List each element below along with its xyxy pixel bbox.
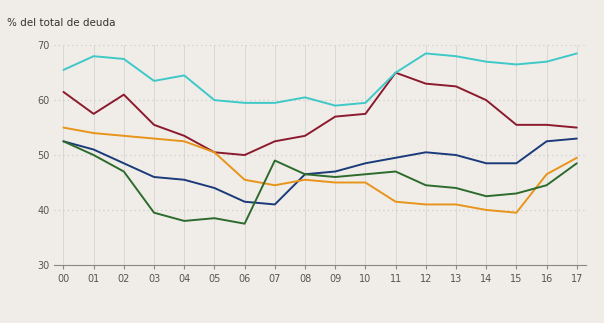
ALEMANIA [150,137,158,141]
ÁREA DEL EURO [392,156,399,160]
IT [332,104,339,108]
FRANCIA [271,159,278,162]
Line: IT: IT [63,53,577,106]
FRANCIA [211,216,218,220]
ESPAÑA [120,93,127,97]
ESPAÑA [90,112,97,116]
ALEMANIA [513,211,520,214]
Line: ALEMANIA: ALEMANIA [63,128,577,213]
ÁREA DEL EURO [573,137,580,141]
FRANCIA [392,170,399,173]
ESPAÑA [60,90,67,94]
Line: FRANCIA: FRANCIA [63,141,577,224]
ALEMANIA [60,126,67,130]
FRANCIA [332,175,339,179]
FRANCIA [181,219,188,223]
ÁREA DEL EURO [543,139,550,143]
ÁREA DEL EURO [120,161,127,165]
ALEMANIA [271,183,278,187]
IT [60,68,67,72]
ALEMANIA [90,131,97,135]
ESPAÑA [483,98,490,102]
ALEMANIA [301,178,309,182]
ALEMANIA [241,178,248,182]
ALEMANIA [543,172,550,176]
ÁREA DEL EURO [513,161,520,165]
FRANCIA [60,139,67,143]
ALEMANIA [452,203,460,206]
ALEMANIA [573,156,580,160]
ESPAÑA [150,123,158,127]
ESPAÑA [332,115,339,119]
Line: ESPAÑA: ESPAÑA [63,73,577,155]
IT [422,51,429,55]
ÁREA DEL EURO [483,161,490,165]
ÁREA DEL EURO [422,150,429,154]
IT [90,54,97,58]
FRANCIA [573,161,580,165]
IT [150,79,158,83]
ÁREA DEL EURO [362,161,369,165]
ESPAÑA [241,153,248,157]
ESPAÑA [211,150,218,154]
ESPAÑA [181,134,188,138]
IT [452,54,460,58]
IT [513,62,520,66]
ÁREA DEL EURO [60,139,67,143]
ESPAÑA [543,123,550,127]
ÁREA DEL EURO [332,170,339,173]
IT [241,101,248,105]
ESPAÑA [513,123,520,127]
ALEMANIA [483,208,490,212]
IT [181,73,188,77]
ESPAÑA [392,71,399,75]
IT [271,101,278,105]
IT [362,101,369,105]
ÁREA DEL EURO [241,200,248,203]
IT [211,98,218,102]
ALEMANIA [362,181,369,184]
ALEMANIA [120,134,127,138]
FRANCIA [483,194,490,198]
ESPAÑA [362,112,369,116]
Text: % del total de deuda: % del total de deuda [7,18,115,28]
FRANCIA [362,172,369,176]
FRANCIA [513,192,520,195]
FRANCIA [150,211,158,214]
ESPAÑA [271,139,278,143]
IT [301,95,309,99]
FRANCIA [543,183,550,187]
ESPAÑA [573,126,580,130]
FRANCIA [241,222,248,225]
IT [573,51,580,55]
IT [483,60,490,64]
ALEMANIA [211,150,218,154]
ÁREA DEL EURO [452,153,460,157]
FRANCIA [452,186,460,190]
IT [392,71,399,75]
ÁREA DEL EURO [301,172,309,176]
FRANCIA [301,172,309,176]
ÁREA DEL EURO [90,148,97,151]
ALEMANIA [332,181,339,184]
ALEMANIA [181,139,188,143]
ÁREA DEL EURO [271,203,278,206]
Line: ÁREA DEL EURO: ÁREA DEL EURO [63,139,577,204]
IT [120,57,127,61]
IT [543,60,550,64]
FRANCIA [422,183,429,187]
ALEMANIA [422,203,429,206]
ÁREA DEL EURO [211,186,218,190]
ESPAÑA [422,82,429,86]
FRANCIA [90,153,97,157]
ÁREA DEL EURO [150,175,158,179]
ESPAÑA [301,134,309,138]
FRANCIA [120,170,127,173]
ÁREA DEL EURO [181,178,188,182]
ESPAÑA [452,84,460,88]
ALEMANIA [392,200,399,203]
